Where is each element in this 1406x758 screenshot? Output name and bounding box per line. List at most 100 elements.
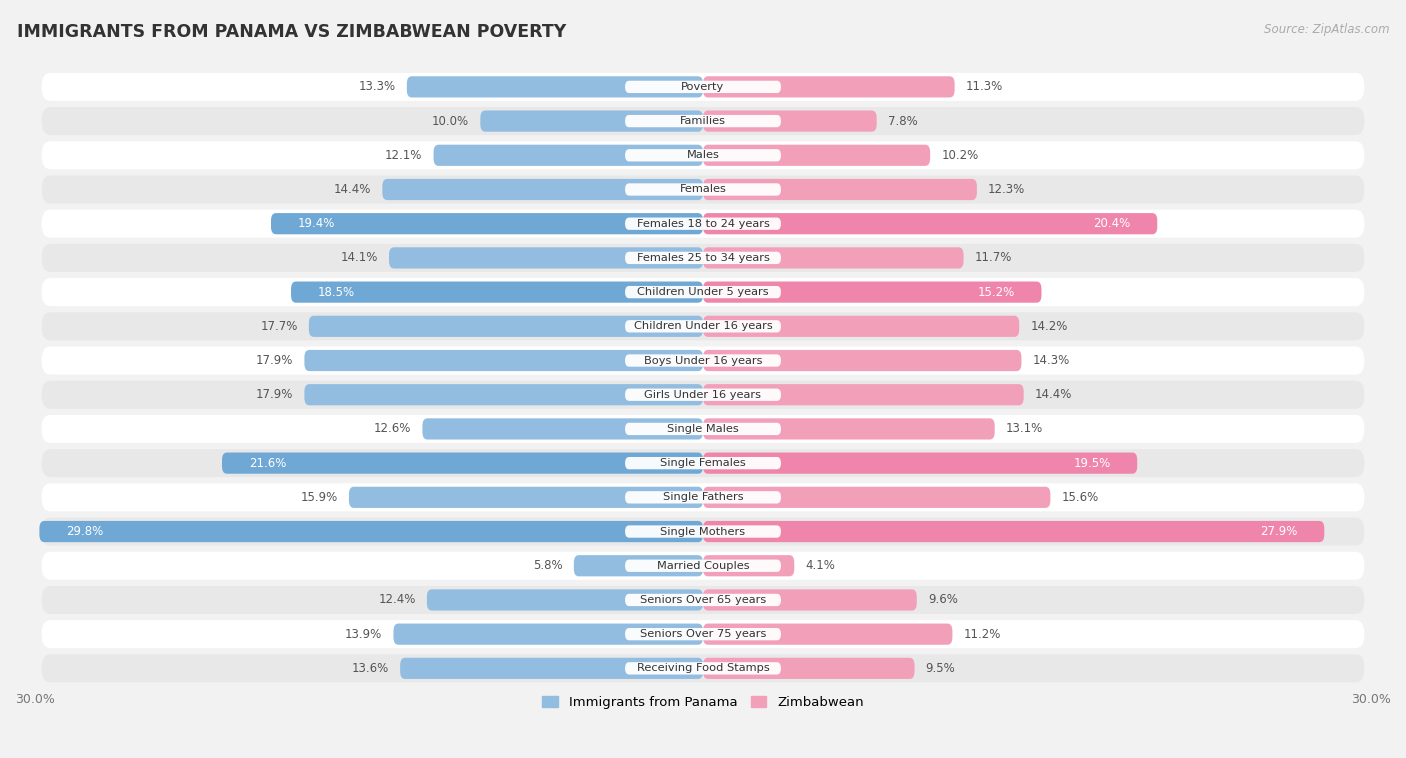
FancyBboxPatch shape bbox=[42, 620, 1364, 648]
FancyBboxPatch shape bbox=[42, 518, 1364, 546]
Text: 11.2%: 11.2% bbox=[963, 628, 1001, 641]
FancyBboxPatch shape bbox=[626, 457, 780, 469]
Text: Single Females: Single Females bbox=[661, 458, 745, 468]
Text: 10.2%: 10.2% bbox=[941, 149, 979, 161]
FancyBboxPatch shape bbox=[304, 350, 703, 371]
FancyBboxPatch shape bbox=[427, 590, 703, 610]
FancyBboxPatch shape bbox=[703, 418, 994, 440]
FancyBboxPatch shape bbox=[703, 315, 1019, 337]
FancyBboxPatch shape bbox=[626, 80, 780, 93]
FancyBboxPatch shape bbox=[703, 624, 952, 645]
Text: 11.3%: 11.3% bbox=[966, 80, 1002, 93]
FancyBboxPatch shape bbox=[703, 384, 1024, 406]
FancyBboxPatch shape bbox=[703, 111, 877, 132]
FancyBboxPatch shape bbox=[42, 381, 1364, 409]
Text: 17.9%: 17.9% bbox=[256, 354, 294, 367]
Text: Girls Under 16 years: Girls Under 16 years bbox=[644, 390, 762, 399]
FancyBboxPatch shape bbox=[42, 586, 1364, 614]
FancyBboxPatch shape bbox=[42, 312, 1364, 340]
Text: Children Under 16 years: Children Under 16 years bbox=[634, 321, 772, 331]
Text: 15.6%: 15.6% bbox=[1062, 491, 1098, 504]
FancyBboxPatch shape bbox=[271, 213, 703, 234]
FancyBboxPatch shape bbox=[703, 145, 931, 166]
FancyBboxPatch shape bbox=[703, 658, 914, 679]
FancyBboxPatch shape bbox=[42, 484, 1364, 512]
Text: 17.7%: 17.7% bbox=[260, 320, 298, 333]
Text: 15.9%: 15.9% bbox=[301, 491, 337, 504]
FancyBboxPatch shape bbox=[406, 77, 703, 98]
FancyBboxPatch shape bbox=[626, 662, 780, 675]
Text: 13.9%: 13.9% bbox=[344, 628, 382, 641]
Text: Poverty: Poverty bbox=[682, 82, 724, 92]
FancyBboxPatch shape bbox=[42, 210, 1364, 238]
FancyBboxPatch shape bbox=[626, 252, 780, 264]
Text: 29.8%: 29.8% bbox=[66, 525, 104, 538]
FancyBboxPatch shape bbox=[703, 521, 1324, 542]
FancyBboxPatch shape bbox=[42, 449, 1364, 477]
Text: 19.5%: 19.5% bbox=[1073, 456, 1111, 470]
Text: 15.2%: 15.2% bbox=[977, 286, 1015, 299]
FancyBboxPatch shape bbox=[626, 594, 780, 606]
FancyBboxPatch shape bbox=[42, 107, 1364, 135]
FancyBboxPatch shape bbox=[703, 453, 1137, 474]
Text: Single Mothers: Single Mothers bbox=[661, 527, 745, 537]
Text: Families: Families bbox=[681, 116, 725, 126]
Text: 13.3%: 13.3% bbox=[359, 80, 395, 93]
Text: 11.7%: 11.7% bbox=[974, 252, 1012, 265]
FancyBboxPatch shape bbox=[626, 491, 780, 503]
FancyBboxPatch shape bbox=[626, 389, 780, 401]
Text: Single Males: Single Males bbox=[666, 424, 740, 434]
Text: Females 18 to 24 years: Females 18 to 24 years bbox=[637, 219, 769, 229]
FancyBboxPatch shape bbox=[703, 350, 1021, 371]
FancyBboxPatch shape bbox=[42, 346, 1364, 374]
Text: 27.9%: 27.9% bbox=[1260, 525, 1298, 538]
Text: 12.1%: 12.1% bbox=[385, 149, 422, 161]
FancyBboxPatch shape bbox=[626, 286, 780, 298]
FancyBboxPatch shape bbox=[222, 453, 703, 474]
Text: 20.4%: 20.4% bbox=[1094, 218, 1130, 230]
FancyBboxPatch shape bbox=[433, 145, 703, 166]
FancyBboxPatch shape bbox=[626, 320, 780, 333]
Text: 4.1%: 4.1% bbox=[806, 559, 835, 572]
FancyBboxPatch shape bbox=[42, 415, 1364, 443]
FancyBboxPatch shape bbox=[291, 281, 703, 302]
FancyBboxPatch shape bbox=[389, 247, 703, 268]
Text: Receiving Food Stamps: Receiving Food Stamps bbox=[637, 663, 769, 673]
FancyBboxPatch shape bbox=[42, 552, 1364, 580]
FancyBboxPatch shape bbox=[703, 281, 1042, 302]
FancyBboxPatch shape bbox=[626, 115, 780, 127]
FancyBboxPatch shape bbox=[481, 111, 703, 132]
FancyBboxPatch shape bbox=[39, 521, 703, 542]
FancyBboxPatch shape bbox=[382, 179, 703, 200]
FancyBboxPatch shape bbox=[626, 423, 780, 435]
Text: 12.3%: 12.3% bbox=[988, 183, 1025, 196]
FancyBboxPatch shape bbox=[626, 525, 780, 537]
FancyBboxPatch shape bbox=[394, 624, 703, 645]
FancyBboxPatch shape bbox=[626, 149, 780, 161]
Text: 14.4%: 14.4% bbox=[333, 183, 371, 196]
Text: Seniors Over 75 years: Seniors Over 75 years bbox=[640, 629, 766, 639]
FancyBboxPatch shape bbox=[42, 175, 1364, 203]
Text: Married Couples: Married Couples bbox=[657, 561, 749, 571]
Text: Males: Males bbox=[686, 150, 720, 160]
FancyBboxPatch shape bbox=[42, 244, 1364, 272]
Text: Source: ZipAtlas.com: Source: ZipAtlas.com bbox=[1264, 23, 1389, 36]
Text: 7.8%: 7.8% bbox=[887, 114, 918, 127]
FancyBboxPatch shape bbox=[703, 487, 1050, 508]
Legend: Immigrants from Panama, Zimbabwean: Immigrants from Panama, Zimbabwean bbox=[537, 691, 869, 715]
FancyBboxPatch shape bbox=[626, 628, 780, 641]
FancyBboxPatch shape bbox=[42, 141, 1364, 169]
FancyBboxPatch shape bbox=[42, 654, 1364, 682]
FancyBboxPatch shape bbox=[626, 183, 780, 196]
Text: 9.6%: 9.6% bbox=[928, 594, 957, 606]
Text: 21.6%: 21.6% bbox=[249, 456, 285, 470]
Text: Seniors Over 65 years: Seniors Over 65 years bbox=[640, 595, 766, 605]
FancyBboxPatch shape bbox=[574, 555, 703, 576]
Text: 14.4%: 14.4% bbox=[1035, 388, 1073, 401]
Text: 10.0%: 10.0% bbox=[432, 114, 470, 127]
Text: 12.6%: 12.6% bbox=[374, 422, 412, 435]
Text: 14.3%: 14.3% bbox=[1032, 354, 1070, 367]
Text: 17.9%: 17.9% bbox=[256, 388, 294, 401]
Text: 9.5%: 9.5% bbox=[925, 662, 956, 675]
Text: 12.4%: 12.4% bbox=[378, 594, 416, 606]
